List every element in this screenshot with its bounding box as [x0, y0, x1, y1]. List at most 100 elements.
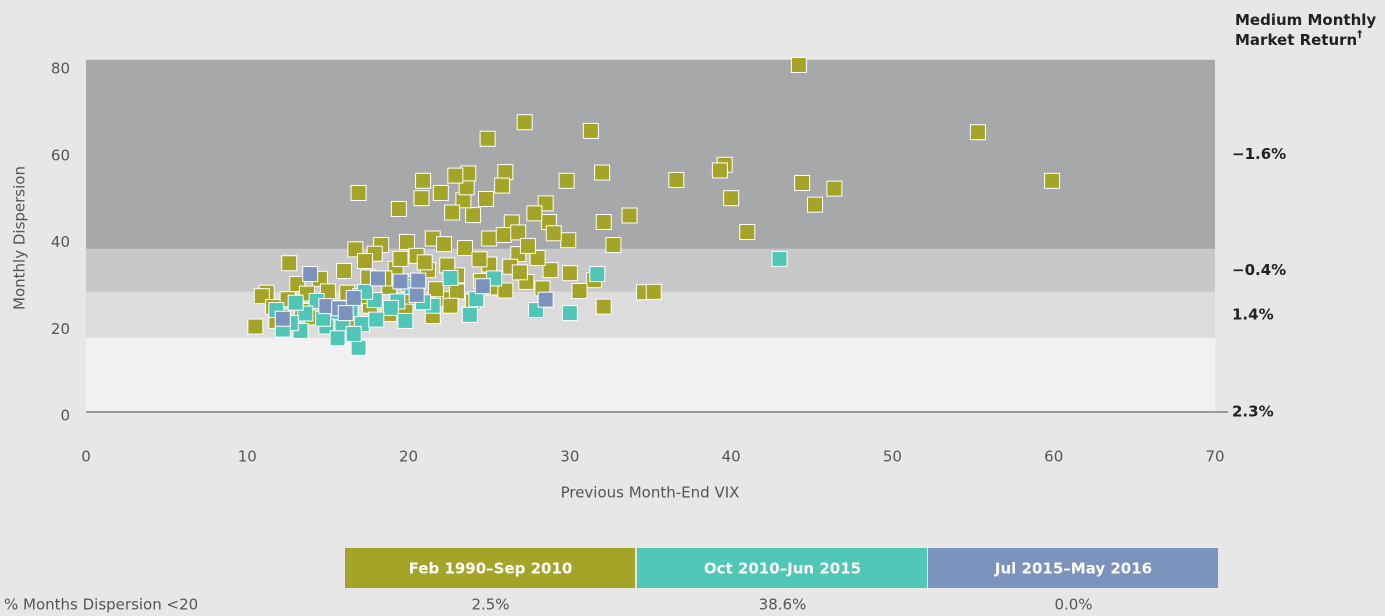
- point: [410, 272, 427, 289]
- table-row-label: % Months Dispersion <20: [4, 596, 198, 614]
- point: [497, 282, 514, 299]
- point: [474, 278, 491, 295]
- point: [447, 167, 464, 184]
- point: [415, 172, 432, 189]
- x-tick-label: 20: [399, 448, 418, 466]
- y-tick-label: 60: [51, 146, 70, 164]
- band-title: Medium Monthly Market Return†: [1235, 11, 1376, 49]
- point: [336, 263, 353, 280]
- table-value: 38.6%: [759, 596, 807, 614]
- point: [350, 339, 367, 356]
- point: [345, 289, 362, 306]
- point: [645, 283, 662, 300]
- point: [329, 330, 346, 347]
- point: [369, 270, 386, 287]
- point: [510, 224, 527, 241]
- point: [594, 164, 611, 181]
- point: [287, 294, 304, 311]
- point: [392, 273, 409, 290]
- point: [479, 130, 496, 147]
- point: [368, 311, 385, 328]
- point: [537, 291, 554, 308]
- point: [432, 184, 449, 201]
- point: [408, 286, 425, 303]
- point: [444, 204, 461, 221]
- x-tick-label: 30: [560, 448, 579, 466]
- point: [302, 266, 319, 283]
- point: [621, 207, 638, 224]
- point: [595, 214, 612, 231]
- point: [807, 196, 824, 213]
- point: [274, 310, 291, 327]
- table-value: 0.0%: [1054, 596, 1092, 614]
- point: [357, 253, 374, 270]
- point: [390, 201, 407, 218]
- x-axis-label: Previous Month-End VIX: [561, 484, 740, 502]
- table-value: 2.5%: [471, 596, 509, 614]
- x-tick-label: 0: [81, 448, 91, 466]
- legend-label: Oct 2010–Jun 2015: [704, 560, 861, 578]
- point: [529, 250, 546, 267]
- point: [826, 180, 843, 197]
- point: [471, 251, 488, 268]
- point: [668, 171, 685, 188]
- series: [274, 266, 554, 327]
- point: [497, 164, 514, 181]
- point: [442, 269, 459, 286]
- point: [337, 305, 354, 322]
- point: [561, 305, 578, 322]
- point: [595, 298, 612, 315]
- point: [416, 254, 433, 271]
- point: [605, 237, 622, 254]
- band-label: 1.4%: [1232, 305, 1274, 323]
- point: [589, 266, 606, 283]
- legend-cell: [637, 548, 927, 588]
- point: [397, 312, 414, 329]
- band: [86, 59, 1215, 249]
- point: [350, 184, 367, 201]
- point: [1044, 172, 1061, 189]
- point: [398, 233, 415, 250]
- point: [526, 205, 543, 222]
- point: [519, 237, 536, 254]
- point: [723, 190, 740, 207]
- point: [382, 299, 399, 316]
- point: [448, 283, 465, 300]
- point: [477, 191, 494, 208]
- point: [442, 297, 459, 314]
- x-tick-label: 50: [883, 448, 902, 466]
- y-tick-label: 40: [51, 233, 70, 251]
- point: [545, 225, 562, 242]
- band-label: −0.4%: [1232, 261, 1286, 279]
- point: [345, 325, 362, 342]
- point: [392, 250, 409, 267]
- legend-cell: [345, 548, 635, 588]
- y-tick-label: 0: [60, 407, 70, 425]
- point: [413, 190, 430, 207]
- x-tick-label: 60: [1044, 448, 1063, 466]
- point: [558, 172, 575, 189]
- band-label: −1.6%: [1232, 145, 1286, 163]
- point: [542, 262, 559, 279]
- band-title-line: Medium Monthly: [1235, 11, 1376, 29]
- band-title-mark: †: [1357, 29, 1362, 40]
- band: [86, 337, 1215, 412]
- point: [465, 207, 482, 224]
- x-tick-label: 40: [722, 448, 741, 466]
- y-axis-label: Monthly Dispersion: [11, 166, 29, 310]
- point: [495, 227, 512, 244]
- point: [436, 236, 453, 253]
- point: [511, 264, 528, 281]
- point: [457, 240, 474, 257]
- band-label: 2.3%: [1232, 403, 1274, 421]
- point: [582, 122, 599, 139]
- point: [711, 162, 728, 179]
- point: [771, 250, 788, 267]
- legend-label: Jul 2015–May 2016: [994, 560, 1152, 578]
- y-tick-label: 80: [51, 60, 70, 78]
- x-tick-label: 10: [238, 448, 257, 466]
- point: [790, 57, 807, 73]
- point: [516, 114, 533, 131]
- band-title-line: Market Return: [1235, 31, 1357, 49]
